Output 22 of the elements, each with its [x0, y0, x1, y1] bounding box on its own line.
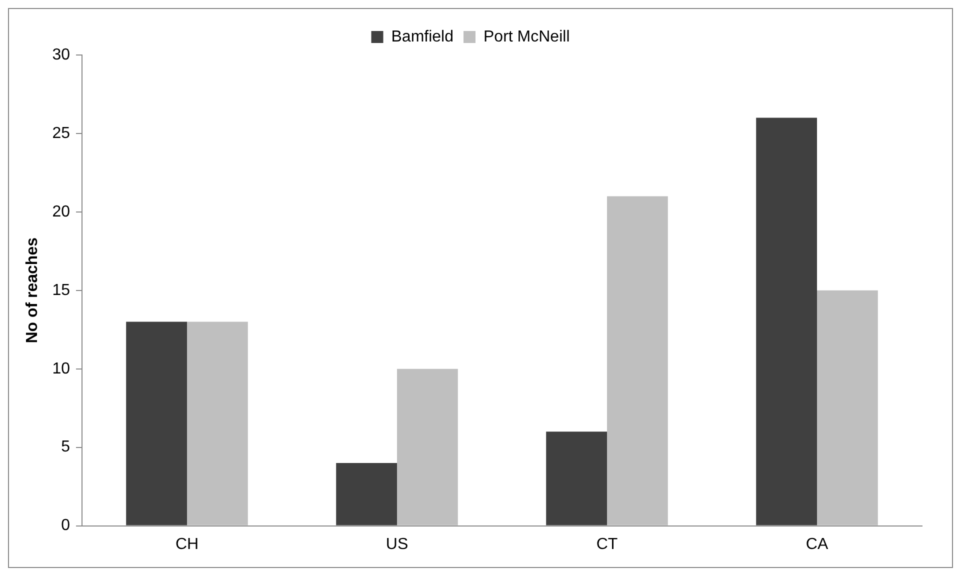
bar [546, 432, 607, 526]
x-tick-label: CA [806, 536, 828, 553]
y-tick-label: 10 [52, 360, 70, 378]
y-tick-label: 30 [52, 46, 70, 64]
y-tick-label: 5 [61, 438, 70, 456]
bar [336, 463, 397, 526]
bar [817, 290, 878, 526]
y-tick-label: 0 [61, 517, 70, 534]
y-tick-label: 25 [52, 124, 70, 142]
x-tick-label: CH [175, 536, 199, 553]
bar [187, 322, 248, 526]
bar [756, 118, 817, 526]
y-tick-label: 20 [52, 203, 70, 220]
bar [126, 322, 187, 526]
bar [397, 368, 458, 526]
y-tick-label: 15 [52, 282, 70, 299]
x-tick-label: CT [596, 536, 618, 553]
x-tick-label: US [386, 536, 408, 553]
legend-label: Port McNeill [484, 28, 570, 46]
bar [607, 196, 668, 526]
y-axis-title: No of reaches [24, 237, 42, 344]
legend-label: Bamfield [391, 28, 454, 46]
